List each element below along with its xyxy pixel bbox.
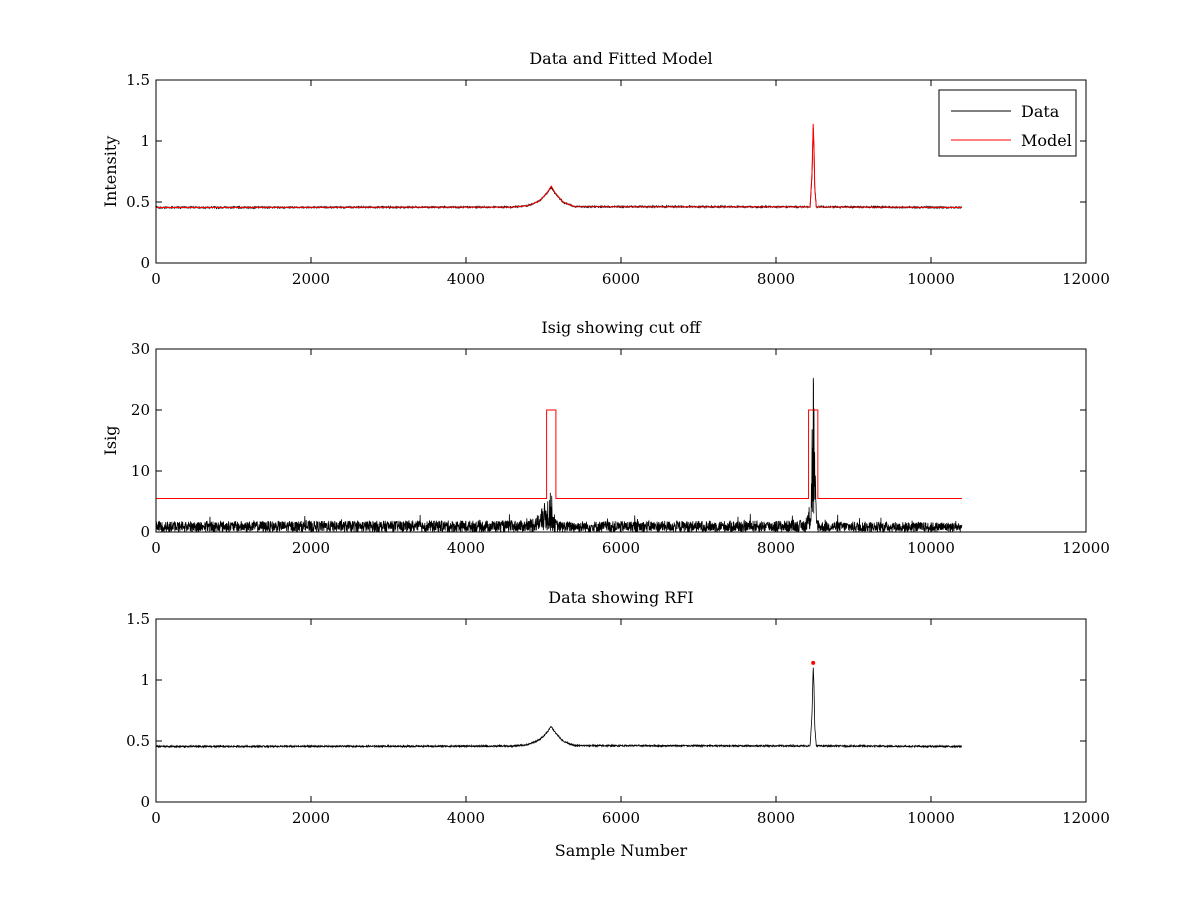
y-tick-label: 30 — [131, 340, 150, 358]
x-tick-label: 2000 — [292, 270, 330, 288]
x-tick-label: 0 — [151, 539, 161, 557]
y-tick-label: 10 — [131, 462, 150, 480]
series-data-line — [156, 127, 962, 210]
y-tick-label: 0 — [140, 793, 150, 811]
chart-title: Data and Fitted Model — [529, 49, 712, 68]
y-tick-label: 0 — [140, 523, 150, 541]
chart-title: Data showing RFI — [548, 588, 693, 607]
y-tick-label: 1.5 — [126, 71, 150, 89]
y-axis-label: Intensity — [101, 136, 120, 208]
series-data-line — [156, 667, 962, 749]
subplot-2: 0 2000 4000 6000 8000 10000 12000 0 10 20 30 Isig s… — [101, 318, 1110, 557]
subplot-1: 0 2000 4000 6000 8000 10000 12000 0 0.5 1 1.5 Data … — [101, 49, 1110, 288]
axes-box — [155, 348, 1087, 533]
x-tick-label: 4000 — [447, 270, 485, 288]
plot-area — [156, 377, 963, 532]
x-tick-label: 6000 — [602, 270, 640, 288]
x-tick-label: 4000 — [447, 539, 485, 557]
series-cut-off-line — [156, 409, 962, 499]
chart-title: Isig showing cut off — [541, 318, 702, 337]
y-tick-label: 20 — [131, 401, 150, 419]
x-tick-label: 12000 — [1062, 539, 1110, 557]
axes-box — [155, 618, 1087, 803]
x-tick-label: 0 — [151, 809, 161, 827]
x-tick-label: 8000 — [757, 809, 795, 827]
legend-label: Data — [1021, 102, 1060, 121]
subplot-3: 0 2000 4000 6000 8000 10000 12000 0 0.5 1 1.5 Data … — [126, 588, 1110, 860]
legend-box — [938, 89, 1077, 157]
y-tick-label: 1 — [140, 132, 150, 150]
y-tick-label: 0 — [140, 254, 150, 272]
series-isig-line — [156, 377, 963, 532]
y-tick-label: 1.5 — [126, 610, 150, 628]
x-tick-label: 10000 — [907, 270, 955, 288]
y-tick-label: 1 — [140, 671, 150, 689]
x-tick-label: 6000 — [602, 809, 640, 827]
x-tick-label: 2000 — [292, 809, 330, 827]
x-tick-label: 10000 — [907, 809, 955, 827]
plot-area — [156, 123, 963, 210]
y-tick-label: 0.5 — [126, 193, 150, 211]
x-tick-label: 2000 — [292, 539, 330, 557]
x-tick-label: 6000 — [602, 539, 640, 557]
y-tick-label: 0.5 — [126, 732, 150, 750]
plot-area — [156, 660, 962, 749]
x-tick-label: 10000 — [907, 539, 955, 557]
legend: Data Model — [938, 89, 1077, 157]
x-tick-label: 0 — [151, 270, 161, 288]
x-tick-label: 12000 — [1062, 270, 1110, 288]
series-rfi-marker — [811, 660, 816, 665]
x-tick-label: 12000 — [1062, 809, 1110, 827]
series-model-line — [156, 123, 963, 208]
x-axis-label: Sample Number — [555, 841, 688, 860]
x-tick-label: 4000 — [447, 809, 485, 827]
x-tick-label: 8000 — [757, 270, 795, 288]
legend-label: Model — [1021, 131, 1072, 150]
y-axis-label: Isig — [101, 426, 120, 456]
x-tick-label: 8000 — [757, 539, 795, 557]
